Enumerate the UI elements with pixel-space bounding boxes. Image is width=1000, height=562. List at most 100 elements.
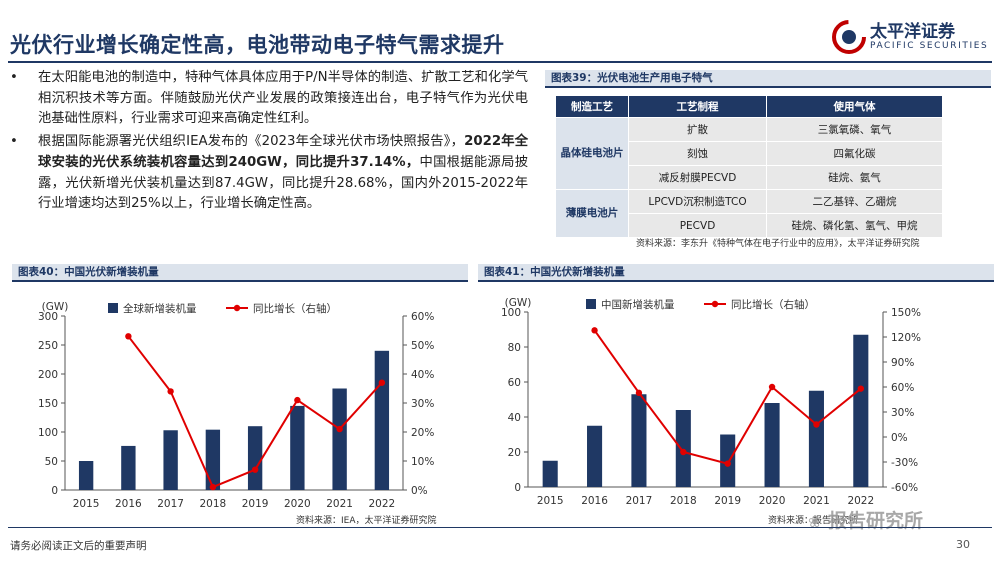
bar (247, 426, 263, 490)
column-header: 工艺制程 (627, 95, 768, 118)
x-tick-label: 2017 (157, 498, 184, 510)
growth-point (768, 383, 776, 391)
bar (205, 429, 221, 490)
y-tick-label: 60 (508, 377, 521, 389)
y-tick-label: 250 (38, 340, 58, 352)
y-tick-label: 50 (45, 456, 58, 468)
chart41-heading: 图表41：中国光伏新增装机量 (478, 264, 994, 280)
title-divider (8, 61, 992, 63)
bar (290, 405, 305, 490)
chart40-heading-rule (12, 280, 468, 282)
growth-point (591, 327, 598, 334)
x-tick-label: 2019 (714, 495, 741, 507)
bullet-text: 在太阳能电池的制造中，特种气体具体应用于P/N半导体的制造、扩散工艺和化学气相沉… (38, 70, 528, 127)
chart41-source: 资料来源：报告研究所 (768, 516, 859, 526)
y-tick-label: 200 (38, 369, 58, 381)
growth-point (294, 396, 301, 404)
bullet-highlight: 2022年全球安装的光伏系统装机容量达到240GW，同比提升37.14%， (38, 134, 529, 170)
table-row: 刻蚀 四氟化碳 (556, 141, 943, 166)
chart40: 0 50 100 150 200 250 300 0% 10% 20% 30% 40% 50% 60% (G… (38, 301, 434, 510)
growth-point (378, 379, 386, 386)
x-tick-label: 2021 (326, 498, 353, 510)
legend-label: 同比增长（右轴） (253, 302, 337, 315)
column-header: 使用气体 (766, 95, 943, 118)
x-tick-label: 2018 (670, 495, 697, 507)
table-cell: LPCVD沉积制造TCO (627, 189, 768, 214)
table-group-cell: 薄膜电池片 (555, 189, 629, 238)
logo-emblem-icon (832, 20, 866, 54)
y2-tick-label: 0% (891, 432, 908, 444)
footer-disclaimer: 请务必阅读正文后的重要声明 (10, 540, 147, 552)
y2-tick-label: 60% (411, 311, 434, 323)
y2-tick-label: 30% (411, 398, 434, 410)
growth-point (167, 388, 174, 395)
table-row: 晶体硅电池片 扩散 三氯氧磷、氧气 (555, 117, 943, 190)
table-header-row: 制造工艺 工艺制程 使用气体 (555, 95, 943, 118)
x-tick-label: 2016 (581, 495, 608, 507)
table-cell: 硅烷、磷化氢、氢气、甲烷 (766, 213, 943, 238)
x-tick-label: 2015 (73, 498, 100, 510)
table39-source: 资料来源：李东升《特种气体在电子行业中的应用》，太平洋证券研究院 (636, 239, 920, 249)
growth-point (209, 483, 217, 491)
y-tick-label: 300 (38, 311, 58, 323)
table-cell: 四氟化碳 (766, 141, 943, 166)
table-cell: 扩散 (627, 117, 768, 142)
y2-tick-label: -60% (891, 482, 918, 494)
y-tick-label: 80 (508, 342, 521, 354)
legend-swatch-marker (233, 304, 241, 312)
y-tick-label: 40 (508, 412, 521, 424)
bullet-item: 根据国际能源署光伏组织IEA发布的《2023年全球光伏市场快照报告》，2022年… (8, 132, 528, 215)
x-tick-label: 2016 (115, 498, 142, 510)
bar (374, 350, 390, 490)
legend-label: 中国新增装机量 (601, 298, 675, 311)
watermark: ❀ 报告研究所 (808, 506, 923, 533)
y-tick-label: 0 (514, 482, 521, 494)
growth-point (724, 460, 731, 467)
column-header: 制造工艺 (555, 95, 629, 118)
bullet-text: 根据国际能源署光伏组织IEA发布的《2023年全球光伏市场快照报告》， (38, 134, 465, 150)
x-tick-label: 2019 (242, 498, 269, 510)
y2-tick-label: -30% (891, 457, 918, 469)
x-tick-label: 2022 (369, 498, 396, 510)
bar (764, 403, 780, 487)
page-number: 30 (956, 538, 970, 551)
growth-point (813, 421, 820, 428)
bar (542, 460, 558, 487)
growth-point (336, 425, 343, 433)
gas-table: 制造工艺 工艺制程 使用气体 晶体硅电池片 扩散 三氯氧磷、氧气 刻蚀 四氟化碳… (555, 95, 943, 238)
growth-point (251, 466, 259, 473)
y-tick-label: 100 (501, 307, 521, 319)
x-tick-label: 2021 (803, 495, 830, 507)
y2-tick-label: 50% (411, 340, 434, 352)
bar (121, 445, 136, 490)
page-title: 光伏行业增长确定性高，电池带动电子特气需求提升 (10, 33, 505, 57)
table-cell: 三氯氧磷、氧气 (766, 117, 943, 142)
logo-subtitle: PACIFIC SECURITIES (870, 41, 989, 51)
bar (587, 425, 603, 487)
watermark-text: 报告研究所 (828, 510, 924, 532)
y2-tick-label: 20% (411, 427, 434, 439)
legend-swatch-bar (586, 299, 596, 309)
y2-tick-label: 0% (411, 485, 428, 497)
legend-swatch-bar (108, 303, 118, 313)
y-axis-unit: (GW) (42, 301, 69, 313)
table39-heading-rule (545, 86, 991, 88)
logo-name: 太平洋证券 (870, 22, 955, 42)
y-tick-label: 0 (51, 485, 58, 497)
y-axis-unit: (GW) (505, 297, 532, 309)
table39-heading: 图表39：光伏电池生产用电子特气 (545, 70, 991, 86)
growth-point (125, 333, 132, 340)
bar (78, 461, 94, 490)
bar (808, 390, 824, 487)
table-row: PECVD 硅烷、磷化氢、氢气、甲烷 (556, 213, 943, 238)
bullet-text: 中国根据能源局披露，光伏新增光伏装机量达到87.4GW，同比提升28.68%，国… (38, 154, 529, 212)
y-tick-label: 150 (38, 398, 58, 410)
y2-tick-label: 90% (891, 357, 914, 369)
table-cell: 刻蚀 (627, 141, 768, 166)
y2-tick-label: 40% (411, 369, 434, 381)
chart40-heading: 图表40：中国光伏新增装机量 (12, 264, 468, 280)
legend-label: 全球新增装机量 (123, 302, 197, 315)
legend-swatch-marker (711, 300, 719, 308)
chart40-source: 资料来源：IEA，太平洋证券研究院 (296, 516, 437, 526)
y2-tick-label: 30% (891, 407, 914, 419)
